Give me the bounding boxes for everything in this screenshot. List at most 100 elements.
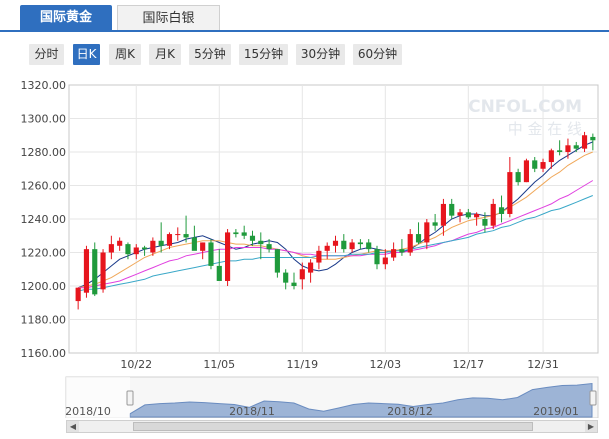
candle: [216, 249, 222, 281]
candle-body: [449, 203, 455, 216]
candle-body: [92, 249, 98, 295]
candle: [424, 219, 430, 250]
candle-body: [183, 234, 189, 238]
candle: [150, 237, 156, 256]
candle: [532, 157, 538, 173]
ma30-line: [78, 195, 593, 292]
candle-body: [341, 240, 347, 250]
navigator-date-label: 2018/12: [387, 405, 433, 418]
candle: [482, 212, 488, 233]
x-tick-label: 12/31: [527, 358, 559, 371]
candle: [332, 235, 339, 253]
y-tick-label: 1260.00: [21, 180, 67, 193]
candle-body: [482, 219, 488, 226]
candle: [498, 195, 505, 223]
candle-body: [208, 242, 214, 266]
candle: [523, 158, 530, 183]
candle: [391, 242, 397, 261]
navigator-date-label: 2019/01: [533, 405, 579, 418]
candle: [133, 244, 139, 260]
candle: [449, 198, 455, 219]
navigator-handle: [589, 390, 597, 406]
candle-body: [100, 252, 106, 290]
candle: [249, 230, 256, 246]
period-button-daily[interactable]: 日K: [73, 44, 100, 65]
candle: [349, 239, 355, 253]
candle-body: [308, 262, 314, 273]
candle-body: [133, 247, 139, 255]
candle-body: [291, 282, 297, 286]
candle-body: [316, 250, 322, 263]
candle-body: [283, 272, 289, 283]
watermark-subtitle: 中 金 在 线: [508, 120, 582, 138]
candle: [399, 239, 405, 256]
navigator-unselected-region: [66, 377, 130, 418]
candle: [316, 245, 322, 270]
period-button-15min[interactable]: 15分钟: [239, 44, 288, 65]
candle-body: [258, 240, 264, 245]
navigator-date-label: 2018/10: [65, 405, 111, 418]
x-axis: 10/22 11/05 11/19 12/03 12/17 12/31: [120, 358, 558, 371]
x-tick-label: 11/19: [286, 358, 318, 371]
period-button-monthly[interactable]: 月K: [149, 44, 181, 65]
scroll-left-arrow-icon[interactable]: ◀: [67, 421, 79, 432]
candle: [274, 249, 280, 278]
candle-body: [407, 234, 413, 253]
candle-body: [150, 240, 156, 253]
navigator-handle: [126, 390, 134, 406]
candle-body: [175, 234, 181, 236]
candle: [382, 249, 388, 270]
tab-silver[interactable]: 国际白银: [117, 5, 220, 30]
period-button-intraday[interactable]: 分时: [29, 44, 64, 65]
candle-body: [382, 257, 388, 265]
candle: [258, 232, 264, 260]
candle: [457, 208, 463, 223]
candle-body: [557, 150, 563, 152]
period-button-weekly[interactable]: 周K: [109, 44, 141, 65]
candle-body: [532, 160, 538, 169]
period-button-5min[interactable]: 5分钟: [189, 44, 231, 65]
y-tick-label: 1220.00: [21, 247, 67, 260]
candle: [440, 198, 446, 236]
candle-body: [548, 150, 554, 163]
chart-scrollbar[interactable]: ◀ ▶: [66, 420, 598, 433]
candle: [515, 168, 521, 186]
candle-body: [391, 249, 397, 258]
candle: [241, 225, 247, 240]
candle-body: [474, 213, 480, 218]
tab-gold[interactable]: 国际黄金: [20, 5, 112, 30]
candlesticks: [75, 131, 596, 310]
ma5-line: [78, 141, 593, 289]
y-tick-label: 1200.00: [21, 280, 67, 293]
y-tick-label: 1180.00: [21, 314, 67, 327]
candle: [125, 242, 131, 260]
ma10-line: [78, 151, 593, 289]
y-tick-label: 1320.00: [21, 79, 67, 92]
candle: [324, 242, 330, 260]
candle-body: [191, 237, 197, 251]
candle: [590, 133, 596, 151]
candle-body: [166, 234, 173, 246]
candle-body: [332, 240, 339, 246]
candle: [158, 222, 164, 253]
period-button-30min[interactable]: 30分钟: [296, 44, 345, 65]
candle-body: [432, 222, 438, 226]
candle: [191, 225, 197, 251]
period-button-60min[interactable]: 60分钟: [353, 44, 402, 65]
candle: [341, 234, 347, 253]
chart-grid: [68, 84, 599, 354]
candle: [374, 245, 380, 270]
navigator-date-label: 2018/11: [229, 405, 275, 418]
candle: [233, 229, 239, 238]
candle-body: [415, 234, 422, 243]
candle: [291, 272, 297, 290]
candle: [175, 227, 181, 241]
candle: [581, 131, 588, 152]
scroll-right-arrow-icon[interactable]: ▶: [585, 421, 597, 432]
candle: [166, 232, 173, 250]
scrollbar-thumb[interactable]: [133, 422, 533, 431]
market-tabs: 国际黄金 国际白银: [0, 0, 609, 32]
candle-body: [399, 249, 405, 253]
candle-body: [366, 242, 372, 250]
candle-body: [324, 245, 330, 251]
